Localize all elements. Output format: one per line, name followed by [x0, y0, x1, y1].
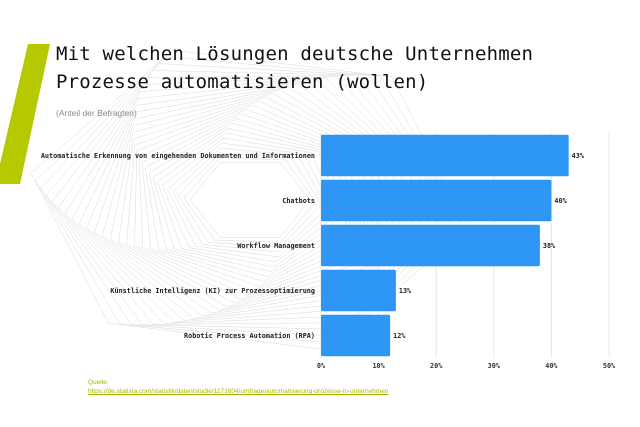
decoration-line: [189, 162, 311, 238]
source-label: Quelle:: [88, 379, 109, 386]
value-label: 40%: [554, 197, 567, 205]
value-label: 13%: [399, 287, 412, 295]
x-tick-label: 10%: [372, 362, 385, 370]
chart-title: Mit welchen Lösungen deutsche Unternehme…: [56, 40, 616, 96]
value-label: 38%: [543, 242, 556, 250]
value-label: 43%: [572, 152, 585, 160]
bar: [321, 179, 552, 222]
bar: [321, 224, 540, 267]
source-link[interactable]: https://de.statista.com/statistik/daten/…: [88, 388, 389, 395]
category-label: Künstliche Intelligenz (KI) zur Prozesso…: [110, 287, 315, 295]
decoration-line: [167, 142, 333, 258]
bar: [321, 269, 396, 312]
title-line-2: Prozesse automatisieren (wollen): [56, 71, 429, 93]
value-label: 12%: [393, 332, 406, 340]
decoration-line: [157, 132, 343, 268]
bar: [321, 314, 391, 357]
x-tick-label: 40%: [545, 362, 558, 370]
x-tick-label: 0%: [317, 362, 326, 370]
bar: [321, 134, 569, 177]
decoration-line: [161, 137, 339, 263]
category-label: Workflow Management: [237, 242, 315, 250]
decoration-line: [177, 152, 323, 248]
chart-subtitle: (Anteil der Befragten): [56, 108, 137, 118]
category-label: Robotic Process Automation (RPA): [184, 332, 315, 340]
accent-slash: [0, 44, 50, 184]
source-note: Quelle: https://de.statista.com/statisti…: [88, 378, 389, 396]
category-label: Chatbots: [282, 197, 315, 205]
category-label: Automatische Erkennung von eingehenden D…: [41, 152, 315, 160]
x-tick-label: 30%: [488, 362, 501, 370]
decoration-line: [183, 157, 317, 243]
x-tick-label: 50%: [603, 362, 616, 370]
title-line-1: Mit welchen Lösungen deutsche Unternehme…: [56, 43, 534, 65]
decoration-line: [172, 147, 328, 253]
x-tick-label: 20%: [430, 362, 443, 370]
